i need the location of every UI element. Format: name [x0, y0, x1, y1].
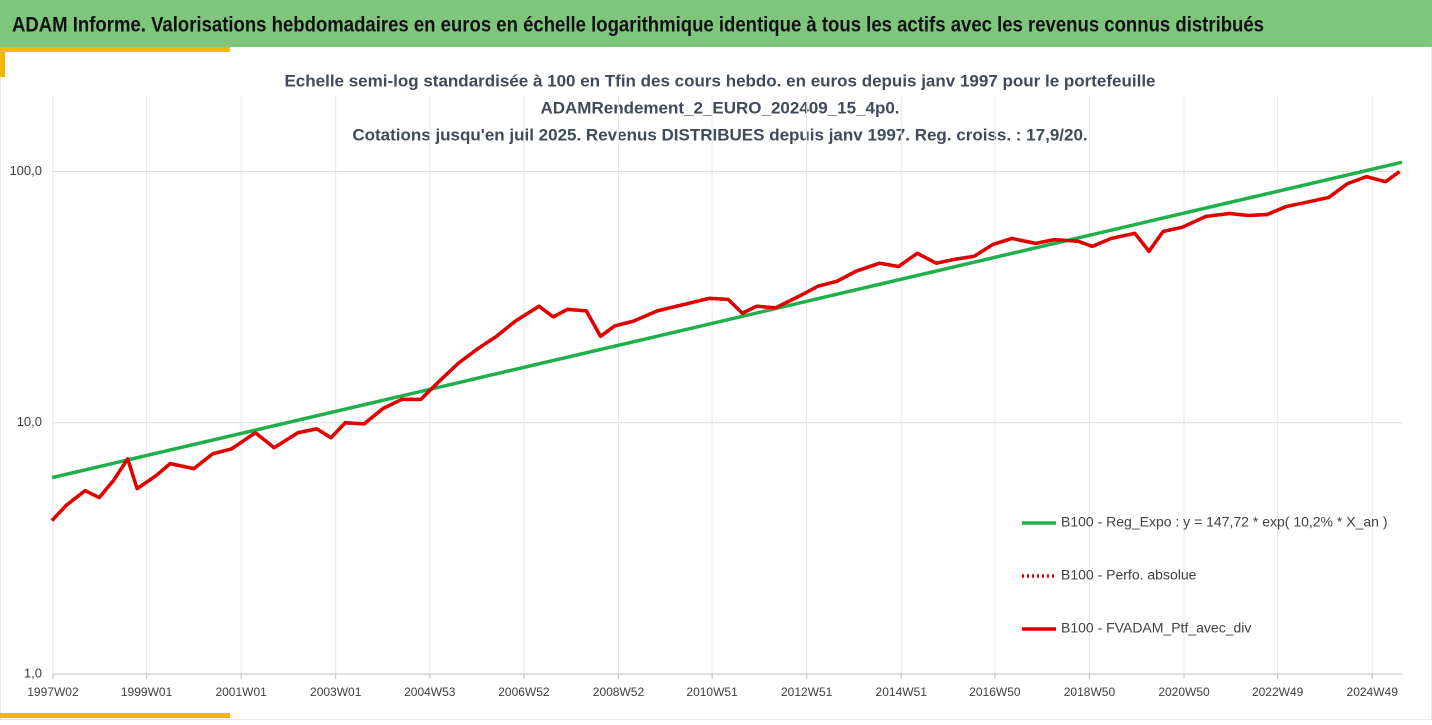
x-tick-label: 2016W50: [969, 685, 1021, 699]
x-tick-label: 1999W01: [121, 685, 173, 699]
x-tick-label: 2006W52: [498, 685, 550, 699]
subtitle: ADAMRendement_2_EURO_202409_15_4p0.: [540, 98, 899, 117]
x-tick-label: 2024W49: [1347, 685, 1399, 699]
header-title: ADAM Informe. Valorisations hebdomadaire…: [12, 14, 1264, 37]
accent-bottom: [0, 713, 230, 718]
subtitle: Echelle semi-log standardisée à 100 en T…: [284, 71, 1155, 90]
x-tick-label: 2003W01: [310, 685, 362, 699]
x-tick-label: 2014W51: [876, 685, 928, 699]
x-tick-label: 2012W51: [781, 685, 833, 699]
legend-label: B100 - Perfo. absolue: [1061, 567, 1197, 583]
accent-top: [0, 47, 230, 52]
x-tick-label: 2018W50: [1064, 685, 1116, 699]
x-tick-label: 2004W53: [404, 685, 456, 699]
x-tick-label: 2020W50: [1158, 685, 1210, 699]
x-tick-label: 2022W49: [1252, 685, 1304, 699]
y-tick-label: 1,0: [24, 665, 42, 680]
legend-label: B100 - Reg_Expo : y = 147,72 * exp( 10,2…: [1061, 514, 1387, 530]
x-tick-label: 2001W01: [215, 685, 267, 699]
subtitle: Cotations jusqu'en juil 2025. Revenus DI…: [352, 125, 1087, 144]
accent-left: [0, 47, 5, 77]
x-tick-label: 2008W52: [593, 685, 645, 699]
y-tick-label: 100,0: [9, 163, 42, 178]
series-line: [50, 170, 1401, 522]
legend-label: B100 - FVADAM_Ptf_avec_div: [1061, 620, 1251, 636]
series-line: [51, 160, 1403, 480]
x-tick-label: 2010W51: [686, 685, 738, 699]
header-bar: [0, 0, 1432, 47]
x-tick-label: 1997W02: [27, 685, 79, 699]
y-tick-label: 10,0: [17, 414, 42, 429]
